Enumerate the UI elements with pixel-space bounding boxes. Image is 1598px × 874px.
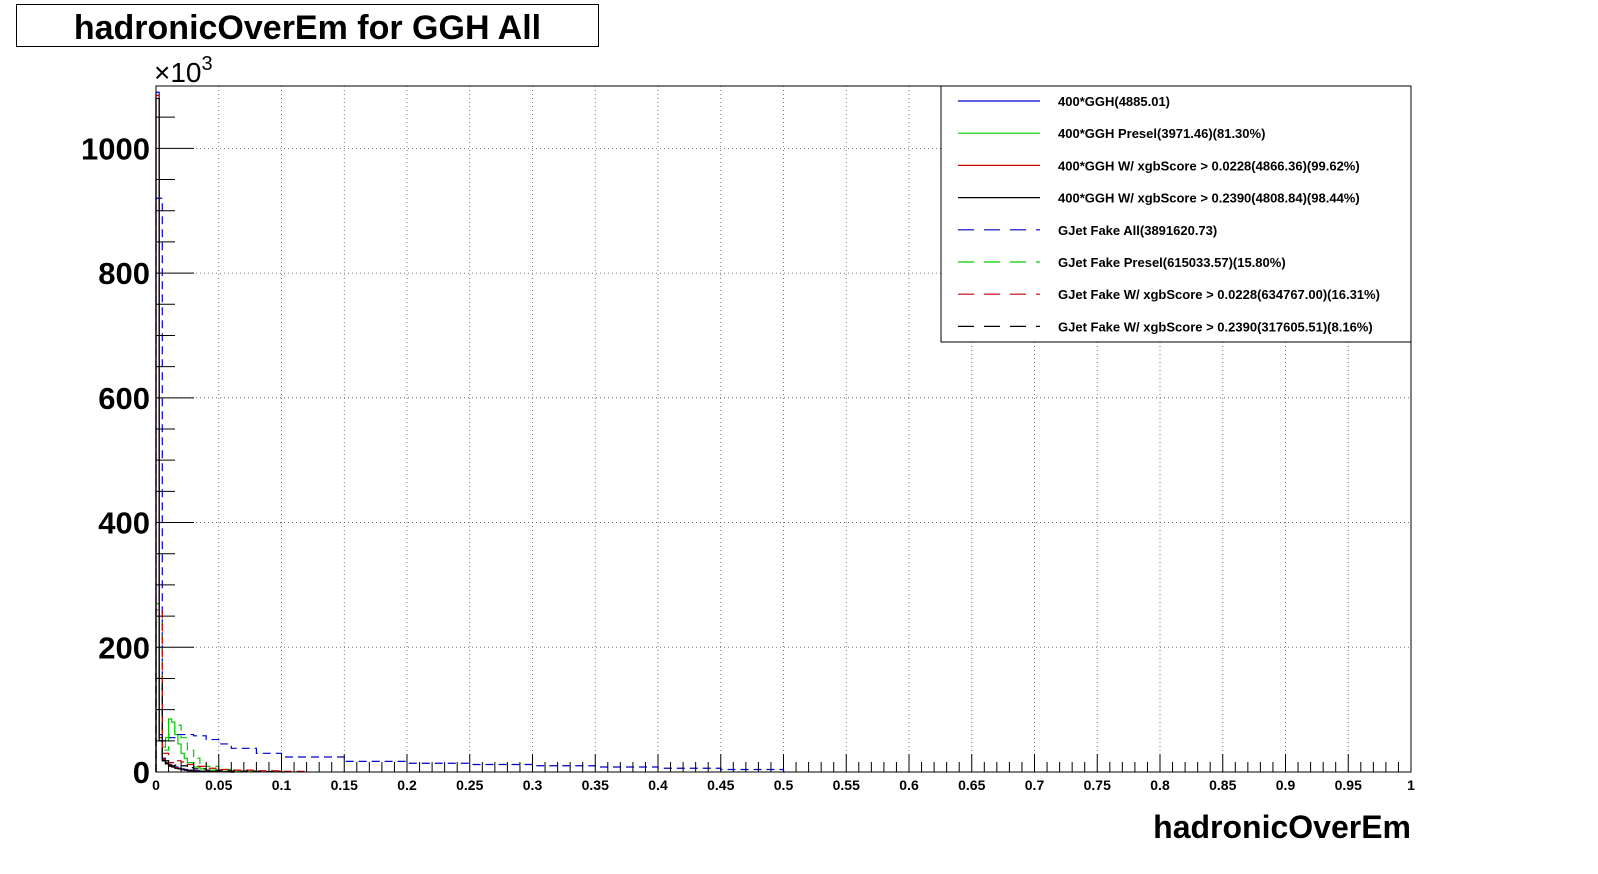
x-tick-label: 0.05 bbox=[205, 777, 232, 793]
x-tick-label: 0.2 bbox=[397, 777, 417, 793]
x-tick-label: 0.75 bbox=[1084, 777, 1111, 793]
x-tick-label: 0.15 bbox=[331, 777, 358, 793]
x-axis-label: hadronicOverEm bbox=[1153, 809, 1411, 845]
y-tick-label: 600 bbox=[98, 381, 150, 416]
legend-label: 400*GGH Presel(3971.46)(81.30%) bbox=[1058, 126, 1265, 141]
x-tick-label: 0.25 bbox=[456, 777, 483, 793]
x-tick-label: 0.5 bbox=[774, 777, 794, 793]
x-tick-label: 0.65 bbox=[958, 777, 985, 793]
x-tick-label: 0.7 bbox=[1025, 777, 1045, 793]
chart-title-box: hadronicOverEm for GGH All bbox=[16, 4, 599, 47]
series-line bbox=[155, 97, 235, 773]
series-line bbox=[155, 609, 310, 773]
x-tick-label: 0.45 bbox=[707, 777, 734, 793]
y-tick-label: 0 bbox=[133, 755, 150, 790]
x-tick-label: 0.6 bbox=[899, 777, 919, 793]
legend: 400*GGH(4885.01) 400*GGH Presel(3971.46)(… bbox=[940, 85, 1412, 343]
y-axis-ticks: 0 200 400 600 800 1000 bbox=[81, 85, 194, 790]
legend-label: 400*GGH W/ xgbScore > 0.2390(4808.84)(98… bbox=[1058, 191, 1360, 206]
x-tick-label: 0.35 bbox=[582, 777, 609, 793]
x-axis-ticks: 0 0.05 0.1 0.15 0.2 0.25 0.3 0.35 0.4 0.45 0.5 0.55… bbox=[152, 754, 1415, 793]
y-tick-label: 200 bbox=[98, 630, 150, 665]
x-tick-label: 0.55 bbox=[833, 777, 860, 793]
legend-label: 400*GGH(4885.01) bbox=[1058, 94, 1170, 109]
y-tick-label: 800 bbox=[98, 256, 150, 291]
legend-box bbox=[940, 85, 1412, 343]
series-line bbox=[155, 91, 235, 773]
x-tick-label: 0 bbox=[152, 777, 160, 793]
y-multiplier: ×103 bbox=[154, 53, 213, 88]
x-tick-label: 0.3 bbox=[523, 777, 543, 793]
series-group bbox=[155, 91, 787, 773]
x-tick-label: 0.4 bbox=[648, 777, 668, 793]
series-line bbox=[155, 621, 260, 773]
legend-label: 400*GGH W/ xgbScore > 0.0228(4866.36)(99… bbox=[1058, 158, 1360, 173]
series-line bbox=[155, 197, 787, 773]
x-tick-label: 0.8 bbox=[1150, 777, 1170, 793]
x-tick-label: 0.95 bbox=[1335, 777, 1362, 793]
x-tick-label: 1 bbox=[1407, 777, 1415, 793]
x-tick-label: 0.9 bbox=[1276, 777, 1296, 793]
y-tick-label: 400 bbox=[98, 506, 150, 541]
legend-label: GJet Fake All(3891620.73) bbox=[1058, 223, 1217, 238]
legend-label: GJet Fake W/ xgbScore > 0.0228(634767.00… bbox=[1058, 287, 1380, 302]
y-tick-label: 1000 bbox=[81, 131, 150, 166]
chart-title: hadronicOverEm for GGH All bbox=[73, 9, 542, 47]
series-line bbox=[155, 603, 235, 773]
x-tick-label: 0.85 bbox=[1209, 777, 1236, 793]
series-line bbox=[155, 94, 235, 773]
legend-label: GJet Fake Presel(615033.57)(15.80%) bbox=[1058, 255, 1286, 270]
legend-label: GJet Fake W/ xgbScore > 0.2390(317605.51… bbox=[1058, 319, 1373, 334]
x-tick-label: 0.1 bbox=[272, 777, 292, 793]
